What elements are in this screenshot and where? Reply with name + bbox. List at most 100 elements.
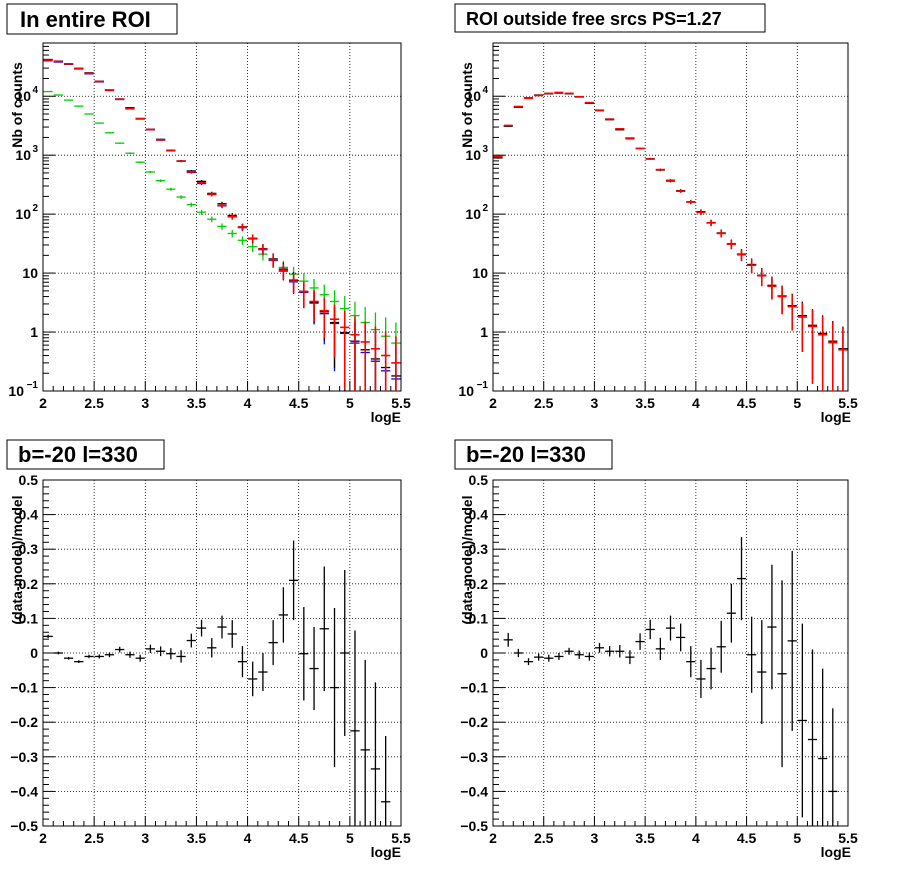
y-tick-label: −0.3 xyxy=(10,749,38,765)
x-tick-label: 3.5 xyxy=(635,830,655,846)
y-tick-label: 1 xyxy=(480,324,488,340)
x-tick-label: 5 xyxy=(793,830,801,846)
y-axis-label: Nb of counts xyxy=(459,62,475,148)
chart-title: In entire ROI xyxy=(20,7,151,32)
x-axis-label: logE xyxy=(821,409,851,425)
x-tick-label: 2 xyxy=(39,395,47,411)
y-tick-label: 10 xyxy=(465,206,481,222)
y-tick-exponent: 3 xyxy=(482,144,488,155)
y-tick-exponent: 4 xyxy=(32,85,38,96)
y-tick-label: 0.5 xyxy=(469,472,489,488)
x-axis-label: logE xyxy=(821,844,851,860)
x-tick-label: 4 xyxy=(244,395,252,411)
y-tick-label: 10 xyxy=(465,147,481,163)
y-tick-label: 0.3 xyxy=(469,541,489,557)
y-axis-label: (data-model)/model xyxy=(9,495,25,624)
y-tick-label: 1 xyxy=(30,324,38,340)
data-series xyxy=(43,59,401,391)
data-series xyxy=(493,91,848,391)
x-tick-label: 2 xyxy=(39,830,47,846)
y-tick-label: 0.1 xyxy=(19,610,39,626)
y-tick-label: 0.5 xyxy=(19,472,39,488)
x-tick-label: 5 xyxy=(346,395,354,411)
x-tick-label: 5.5 xyxy=(838,395,858,411)
panel-residual-left: b=-20 l=330 2 2.5 3 3.5 4 4.5 5 5.5 −0.5 −0.4 −0.3… xyxy=(6,439,411,860)
y-tick-label: 0.4 xyxy=(469,507,489,523)
y-tick-exponent: 4 xyxy=(482,85,488,96)
chart-title: b=-20 l=330 xyxy=(466,442,586,467)
title-box xyxy=(454,439,613,470)
x-tick-label: 3.5 xyxy=(187,395,207,411)
data-series xyxy=(493,92,848,391)
x-tick-label: 2.5 xyxy=(84,395,104,411)
y-tick-label: 0.2 xyxy=(19,576,39,592)
y-tick-label: −0.5 xyxy=(10,818,38,834)
y-tick-exponent: 2 xyxy=(32,203,38,214)
x-tick-label: 2 xyxy=(489,395,497,411)
x-tick-label: 2.5 xyxy=(534,830,554,846)
panel-roi-outside-free-srcs: ROI outside free srcs PS=1.27 2 2.5 3 3.5 4 4… xyxy=(454,3,858,425)
x-tick-label: 4.5 xyxy=(289,395,309,411)
x-tick-label: 4.5 xyxy=(289,830,309,846)
y-tick-label: 0.4 xyxy=(19,507,39,523)
x-tick-label: 4.5 xyxy=(737,395,757,411)
x-tick-label: 3 xyxy=(141,395,149,411)
data-series xyxy=(503,537,838,826)
chart-title: b=-20 l=330 xyxy=(18,442,138,467)
x-tick-label: 4 xyxy=(244,830,252,846)
x-tick-label: 4 xyxy=(692,830,700,846)
x-tick-label: 2 xyxy=(489,830,497,846)
y-tick-label: 0.1 xyxy=(469,610,489,626)
y-tick-label: 10 xyxy=(472,265,488,281)
x-tick-label: 3 xyxy=(591,830,599,846)
x-tick-label: 5.5 xyxy=(391,830,411,846)
plot-area: 2 2.5 3 3.5 4 4.5 5 5.5 −0.5 −0.4 −0.3 −0.2 −0.1 0 0.1… xyxy=(10,472,411,846)
x-tick-label: 5 xyxy=(346,830,354,846)
y-tick-label: 10 xyxy=(458,383,474,399)
y-tick-label: −0.4 xyxy=(10,783,38,799)
y-tick-label: 10 xyxy=(22,265,38,281)
y-tick-label: 10 xyxy=(15,206,31,222)
y-tick-label: 0.3 xyxy=(19,541,39,557)
x-tick-label: 4.5 xyxy=(737,830,757,846)
x-tick-label: 2.5 xyxy=(84,830,104,846)
title-box xyxy=(6,3,178,35)
x-tick-label: 5.5 xyxy=(838,830,858,846)
y-tick-label: −0.3 xyxy=(460,749,488,765)
data-series xyxy=(43,90,401,391)
x-tick-label: 4 xyxy=(692,395,700,411)
y-tick-label: 0.2 xyxy=(469,576,489,592)
x-tick-label: 3 xyxy=(141,830,149,846)
y-tick-exponent: 2 xyxy=(482,203,488,214)
x-tick-label: 2.5 xyxy=(534,395,554,411)
y-tick-label: 0 xyxy=(30,645,38,661)
x-tick-label: 3.5 xyxy=(187,830,207,846)
y-tick-label: 10 xyxy=(15,147,31,163)
y-tick-exponent: −1 xyxy=(477,380,489,391)
y-tick-label: −0.4 xyxy=(460,783,488,799)
y-axis-label: (data-model)/model xyxy=(459,495,475,624)
y-tick-label: −0.2 xyxy=(460,714,488,730)
y-tick-label: 10 xyxy=(15,88,31,104)
y-tick-label: 0 xyxy=(480,645,488,661)
panel-residual-right: b=-20 l=330 2 2.5 3 3.5 4 4.5 5 5.5 −0.5 −0.4 −0.3… xyxy=(454,439,858,860)
y-tick-label: −0.1 xyxy=(460,680,488,696)
title-box xyxy=(454,3,766,33)
x-axis-label: logE xyxy=(371,844,401,860)
y-tick-label: −0.5 xyxy=(460,818,488,834)
x-tick-label: 3 xyxy=(591,395,599,411)
title-box xyxy=(6,439,165,470)
y-tick-label: −0.2 xyxy=(10,714,38,730)
data-series xyxy=(43,540,391,826)
y-tick-label: 10 xyxy=(465,88,481,104)
chart-title: ROI outside free srcs PS=1.27 xyxy=(466,9,722,29)
y-tick-label: 10 xyxy=(8,383,24,399)
plot-area: 2 2.5 3 3.5 4 4.5 5 5.5 −0.5 −0.4 −0.3 −0.2 −0.1 0 0.1… xyxy=(460,472,858,846)
y-tick-label: −0.1 xyxy=(10,680,38,696)
x-axis-label: logE xyxy=(371,409,401,425)
y-tick-exponent: 3 xyxy=(32,144,38,155)
